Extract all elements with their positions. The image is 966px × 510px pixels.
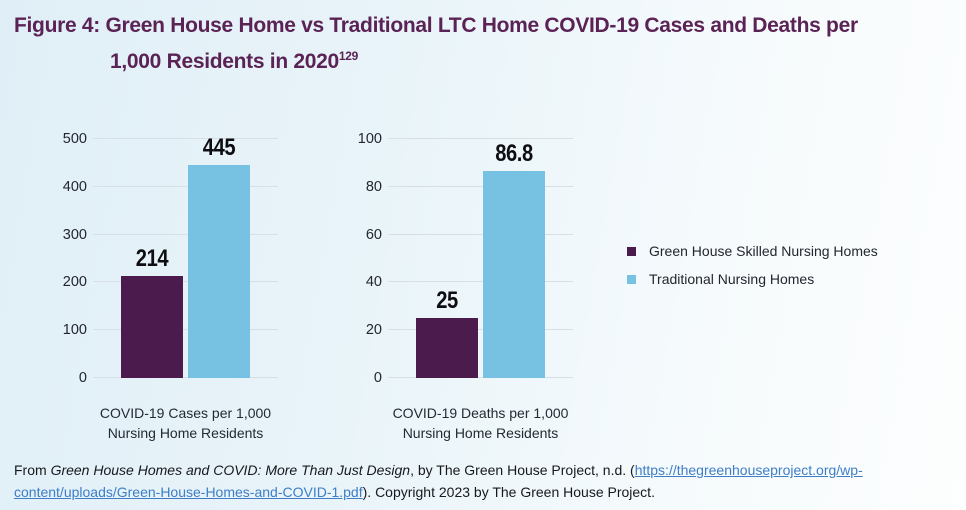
figure-title-line2: 1,000 Residents in 2020129 bbox=[110, 50, 858, 73]
gridline bbox=[388, 233, 573, 235]
gridline bbox=[93, 185, 278, 187]
bar-traditional: 445 bbox=[188, 134, 250, 378]
figure-title-line2-text: 1,000 Residents in 2020 bbox=[110, 50, 339, 74]
y-tick-label: 500 bbox=[62, 131, 87, 147]
y-tick-label: 0 bbox=[78, 370, 87, 386]
y-tick-label: 80 bbox=[365, 178, 382, 195]
x-axis-label-line2: Nursing Home Residents bbox=[402, 425, 559, 442]
citation: From Green House Homes and COVID: More T… bbox=[14, 459, 959, 504]
x-axis-label-line2: Nursing Home Residents bbox=[107, 425, 264, 442]
gridline bbox=[93, 233, 278, 235]
y-tick-label: 40 bbox=[365, 274, 382, 291]
bar-green-house: 25 bbox=[416, 287, 478, 378]
x-axis-label: COVID-19 Deaths per 1,000 Nursing Home R… bbox=[388, 403, 573, 444]
citation-prefix: From bbox=[14, 462, 51, 478]
y-tick-label: 200 bbox=[62, 274, 87, 291]
legend-item: Traditional Nursing Homes bbox=[627, 271, 878, 288]
chart-covid-cases: 0 100 200 300 400 500 214 445 COVID-19 Cases p… bbox=[53, 131, 293, 441]
y-tick-label: 300 bbox=[62, 226, 87, 243]
y-tick-label: 0 bbox=[373, 370, 382, 386]
legend-swatch bbox=[627, 275, 636, 284]
chart-covid-deaths: 0 20 40 60 80 100 25 86.8 COVID-19 Deaths per … bbox=[348, 131, 588, 441]
gridline bbox=[388, 185, 573, 187]
bar-traditional: 86.8 bbox=[483, 140, 545, 378]
plot-area: 214 445 bbox=[93, 134, 278, 378]
y-tick-label: 60 bbox=[365, 226, 382, 243]
plot-area: 25 86.8 bbox=[388, 138, 573, 378]
gridline bbox=[388, 329, 573, 331]
y-axis-ticks: 0 20 40 60 80 100 bbox=[348, 131, 382, 386]
gridline bbox=[93, 281, 278, 283]
bars-group: 25 86.8 bbox=[388, 139, 573, 378]
legend-item: Green House Skilled Nursing Homes bbox=[627, 243, 878, 260]
bars-group: 214 445 bbox=[93, 134, 278, 378]
bar-green-house: 214 bbox=[121, 245, 183, 378]
footnote-superscript: 129 bbox=[338, 49, 359, 64]
legend-swatch bbox=[627, 247, 636, 256]
legend: Green House Skilled Nursing Homes Traditi… bbox=[627, 243, 878, 299]
gridline bbox=[93, 377, 278, 378]
citation-link[interactable]: https://thegreenhouseproject.org/wp-cont… bbox=[14, 462, 863, 500]
gridline bbox=[93, 138, 278, 139]
x-axis-label: COVID-19 Cases per 1,000 Nursing Home Re… bbox=[93, 403, 278, 444]
y-tick-label: 100 bbox=[62, 322, 87, 339]
citation-work-title: Green House Homes and COVID: More Than J… bbox=[50, 462, 411, 478]
figure-title: Figure 4: Green House Home vs Traditiona… bbox=[14, 14, 858, 73]
citation-link-line2[interactable]: content/uploads/Green-House-Homes-and-CO… bbox=[14, 484, 363, 501]
citation-link-line1[interactable]: https://thegreenhouseproject.org/wp- bbox=[634, 462, 863, 478]
x-axis-label-line1: COVID-19 Deaths per 1,000 bbox=[392, 405, 569, 421]
y-axis-ticks: 0 100 200 300 400 500 bbox=[53, 131, 87, 386]
bar-value-label: 214 bbox=[135, 244, 169, 272]
gridline bbox=[388, 138, 573, 139]
citation-suffix: ). Copyright 2023 by The Green House Pro… bbox=[362, 484, 655, 501]
y-tick-label: 400 bbox=[62, 178, 87, 195]
legend-label: Traditional Nursing Homes bbox=[649, 271, 815, 287]
gridline bbox=[93, 329, 278, 331]
gridline bbox=[388, 377, 573, 378]
legend-label: Green House Skilled Nursing Homes bbox=[649, 243, 878, 259]
gridline bbox=[388, 281, 573, 283]
bar-value-label: 25 bbox=[436, 287, 458, 315]
bar-value-label: 86.8 bbox=[495, 139, 533, 167]
x-axis-label-line1: COVID-19 Cases per 1,000 bbox=[99, 405, 272, 421]
figure-title-line1: Figure 4: Green House Home vs Traditiona… bbox=[14, 14, 858, 37]
y-tick-label: 20 bbox=[365, 322, 382, 339]
citation-middle: , by The Green House Project, n.d. ( bbox=[410, 462, 635, 478]
y-tick-label: 100 bbox=[357, 131, 382, 147]
bar-value-label: 445 bbox=[202, 134, 236, 162]
